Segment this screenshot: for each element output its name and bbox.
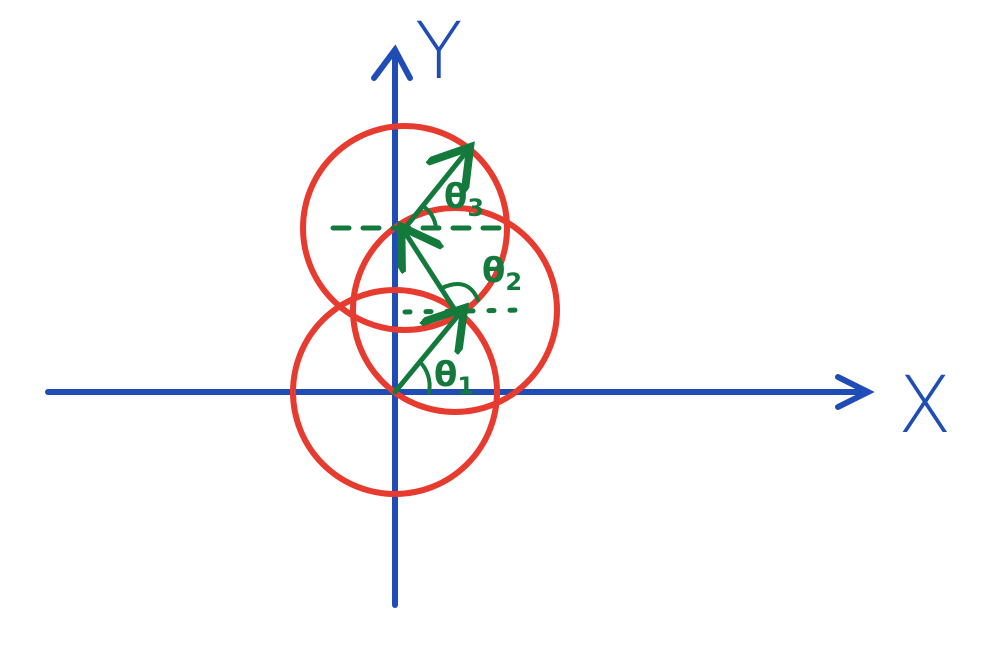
vector-3 — [402, 151, 467, 231]
x-axis-label: X — [898, 361, 951, 451]
circle-1 — [290, 287, 500, 497]
vector-2 — [404, 231, 458, 313]
angle-arc-2 — [440, 282, 480, 302]
circle-3 — [300, 123, 510, 333]
x-axis-arrowhead — [835, 374, 875, 410]
angle-label-3: θ3 — [444, 177, 484, 222]
circles — [290, 123, 560, 497]
circle-2 — [350, 205, 560, 415]
angle-label-1: θ1 — [434, 355, 474, 400]
vectors — [392, 151, 467, 395]
angle-arc-1 — [418, 360, 432, 394]
y-axis-arrowhead — [371, 44, 413, 81]
vector-1 — [392, 312, 461, 395]
angle-arcs — [418, 204, 480, 394]
y-axis-label: Y — [415, 7, 463, 97]
angle-arc-3 — [421, 204, 438, 230]
angle-label-2: θ2 — [482, 251, 522, 296]
axes — [45, 44, 875, 608]
